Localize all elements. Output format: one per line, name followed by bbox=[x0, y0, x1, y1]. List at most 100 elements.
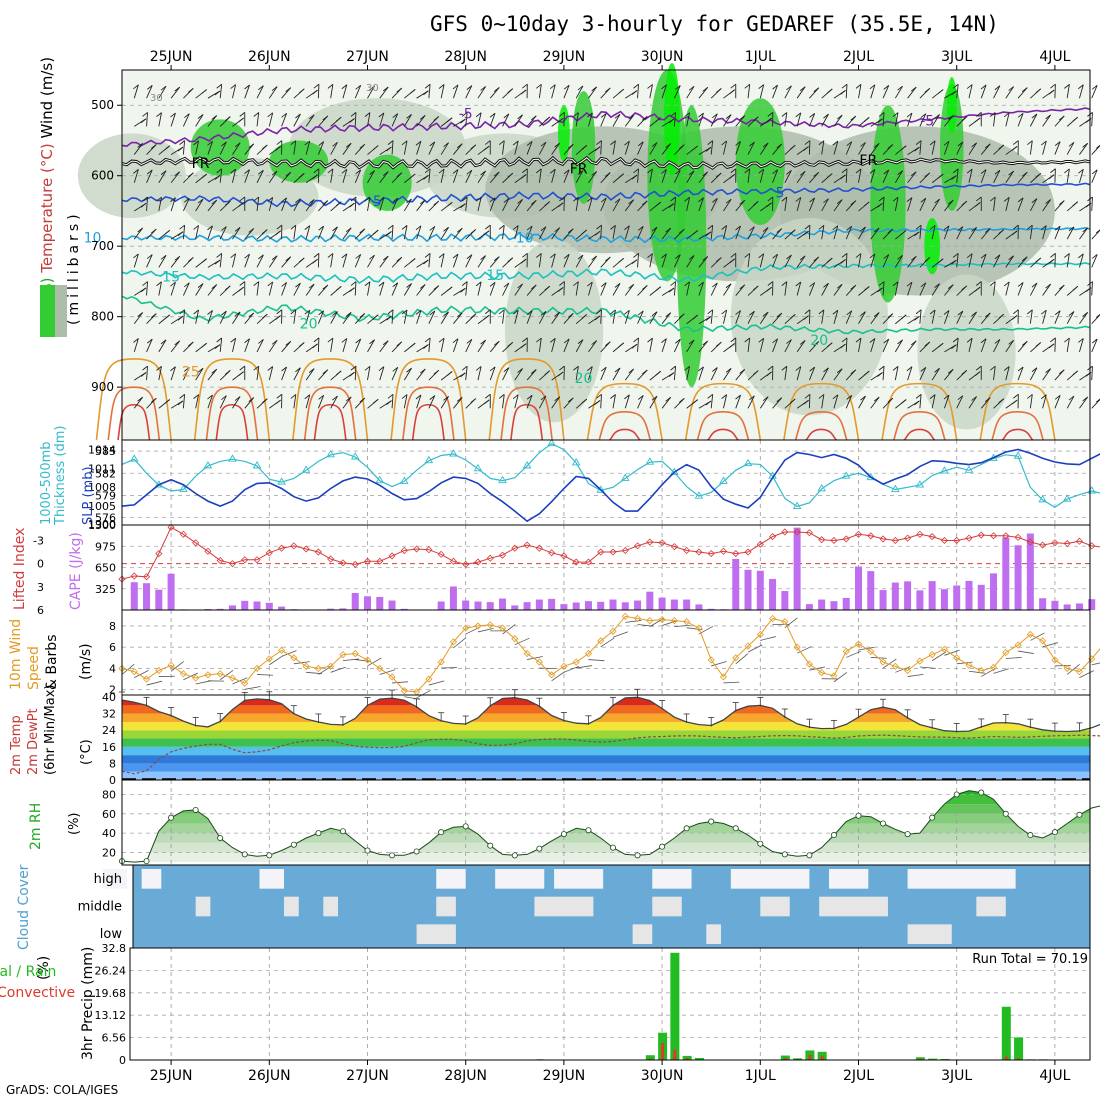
wind-barb bbox=[195, 394, 200, 409]
wind-barb bbox=[833, 199, 843, 212]
wind-barb-flag bbox=[878, 196, 885, 202]
wind-barb-flag bbox=[1021, 340, 1028, 346]
temp-ylabel-2: 2m DewPt bbox=[26, 708, 41, 775]
wind-barb bbox=[944, 199, 954, 212]
wind-barb bbox=[612, 198, 621, 212]
wind-barb-flag bbox=[345, 312, 352, 317]
wind-barb bbox=[1066, 311, 1075, 324]
wind-barb bbox=[281, 282, 288, 296]
wind-barb-flag bbox=[1003, 112, 1010, 118]
wind-barb-flag bbox=[594, 315, 601, 321]
wind-barb-flag bbox=[1058, 369, 1065, 375]
wind-barb-flag bbox=[915, 309, 922, 315]
wind-barb-flag bbox=[443, 396, 449, 401]
wind-barb bbox=[808, 197, 816, 212]
wind-barb-flag bbox=[604, 341, 611, 347]
wind-barb-flag bbox=[261, 398, 268, 404]
wind-barb bbox=[416, 115, 426, 127]
wind-barb bbox=[968, 142, 977, 155]
wind-barb bbox=[894, 85, 903, 99]
wind-barb-flag bbox=[596, 224, 602, 230]
wind-barb-flag bbox=[475, 281, 482, 287]
wind-barb-flag bbox=[258, 254, 264, 260]
wind-barb-flag bbox=[1040, 225, 1047, 230]
rh-marker bbox=[1076, 811, 1083, 818]
cape-bar bbox=[462, 600, 470, 610]
wind-barb bbox=[747, 168, 751, 183]
wind-barb-flag bbox=[591, 255, 597, 261]
wind-barb-flag bbox=[304, 225, 311, 230]
precip-conv-bar bbox=[820, 1055, 824, 1060]
wind-barb-flag bbox=[795, 197, 802, 202]
li-marker bbox=[928, 533, 936, 541]
wind-barb-flag bbox=[322, 369, 329, 375]
wind-barb bbox=[489, 113, 496, 127]
wind-barb bbox=[465, 366, 468, 381]
cape-bar bbox=[388, 600, 396, 610]
wind-barb bbox=[367, 112, 371, 127]
rh-band bbox=[122, 794, 1090, 805]
wind-barb bbox=[232, 84, 237, 99]
wind-barb-flag bbox=[855, 168, 862, 174]
wind-barb-flag bbox=[156, 281, 162, 287]
wind-barb-flag bbox=[146, 85, 153, 90]
wind-barb-flag bbox=[170, 112, 176, 118]
wind-barb-flag bbox=[520, 174, 527, 179]
precip-legend-conv: Convective bbox=[0, 985, 75, 1001]
wind-barb-flag bbox=[735, 394, 741, 400]
isotherm-label: 5 bbox=[373, 194, 382, 210]
rh-marker bbox=[1027, 832, 1034, 839]
wind-barb bbox=[526, 310, 533, 324]
wind-barb-flag bbox=[624, 309, 630, 315]
date-label-top: 3JUL bbox=[941, 49, 972, 65]
wind-barb-flag bbox=[1017, 197, 1024, 203]
wind-barb-flag bbox=[549, 253, 556, 259]
wind-barb bbox=[784, 112, 788, 127]
rh-marker bbox=[168, 814, 175, 821]
wind-barb-flag bbox=[378, 197, 385, 202]
wind-barb bbox=[833, 140, 839, 155]
wind-barb-flag bbox=[1064, 84, 1070, 89]
rh-tick-label: 40 bbox=[102, 827, 116, 840]
wind-barb bbox=[1066, 84, 1070, 99]
cape-bar bbox=[707, 608, 715, 610]
wind-barb-flag bbox=[382, 340, 389, 346]
wind-barb bbox=[907, 340, 917, 353]
wind-barb-flag bbox=[1027, 224, 1033, 230]
cape-bar bbox=[351, 593, 359, 610]
wind-barb-flag bbox=[1035, 342, 1042, 347]
li-marker bbox=[560, 552, 568, 560]
wind-barb-flag bbox=[766, 371, 772, 377]
wind-barb-flag bbox=[559, 196, 565, 202]
wind-barb-flag bbox=[624, 394, 630, 400]
wind-barb bbox=[919, 225, 922, 240]
cape-bar bbox=[1088, 599, 1096, 610]
temp-band bbox=[122, 697, 1090, 706]
wind-barb bbox=[244, 169, 250, 183]
cape-bar bbox=[228, 605, 236, 610]
wind-barb bbox=[944, 368, 954, 381]
wind-speed-marker bbox=[940, 645, 948, 653]
wind-speed-marker bbox=[535, 658, 543, 666]
wind-barb-flag bbox=[803, 399, 809, 405]
wind-speed-marker bbox=[830, 672, 838, 680]
surface-wind-barb bbox=[195, 680, 212, 685]
wind-barb bbox=[698, 171, 709, 184]
wind-barb-flag bbox=[318, 225, 324, 231]
wind-barb-flag bbox=[832, 309, 839, 315]
wind-barb-flag bbox=[869, 253, 876, 259]
wind-barb-flag bbox=[498, 140, 505, 146]
wind-barb bbox=[919, 113, 927, 127]
li-marker bbox=[818, 536, 826, 544]
isotherm-label: 15 bbox=[486, 268, 504, 284]
wind-speed-marker bbox=[437, 658, 445, 666]
wind-barb bbox=[1054, 141, 1061, 155]
wind-barb-flag bbox=[503, 113, 510, 119]
wind-barb bbox=[354, 196, 357, 211]
li-marker bbox=[1063, 539, 1071, 548]
wind-barb bbox=[1017, 197, 1024, 212]
wind-speed-marker bbox=[253, 664, 261, 673]
cape-tick-label: 325 bbox=[95, 583, 116, 596]
wind-barb bbox=[563, 169, 570, 183]
